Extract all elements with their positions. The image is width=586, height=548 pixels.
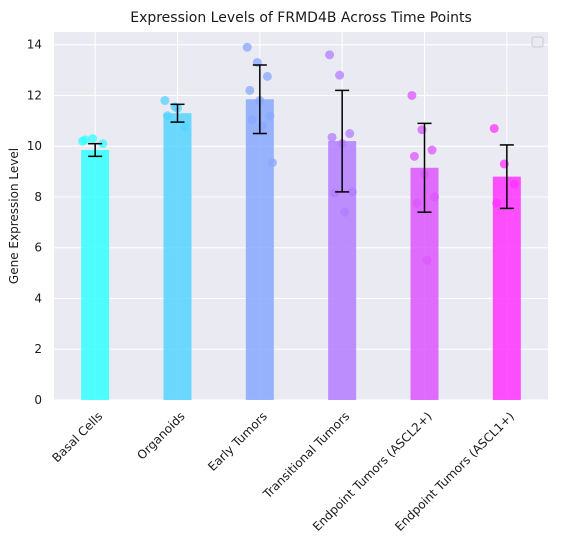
bar (245, 99, 274, 400)
y-axis-label: Gene Expression Level (7, 148, 21, 284)
data-point (242, 42, 252, 52)
data-point (335, 70, 345, 80)
data-point (412, 198, 422, 208)
data-point (509, 179, 519, 189)
error-bar-layer (88, 64, 514, 213)
data-point (492, 198, 502, 208)
x-tick-label: Transitional Tumors (260, 409, 353, 502)
data-point (245, 85, 255, 95)
data-point (409, 151, 419, 161)
data-point (422, 255, 432, 265)
bar (492, 176, 521, 400)
data-point (407, 90, 417, 100)
data-point (98, 139, 108, 149)
data-point (88, 134, 98, 144)
y-tick-label: 10 (27, 139, 42, 153)
x-tick-label: Basal Cells (49, 409, 105, 465)
legend-box (531, 36, 544, 48)
y-tick-label: 0 (34, 393, 42, 407)
y-tick-label: 4 (34, 291, 42, 305)
y-tick-label: 14 (27, 38, 42, 52)
data-point (330, 188, 340, 198)
data-point (247, 115, 257, 125)
data-point (325, 50, 335, 60)
data-point (489, 123, 499, 133)
data-point (262, 71, 272, 81)
data-point (430, 192, 440, 202)
data-point (160, 96, 170, 106)
x-tick-label: Early Tumors (205, 409, 270, 474)
x-tick-label: Organoids (134, 409, 187, 462)
data-point (265, 111, 275, 121)
bar (163, 113, 192, 400)
data-point (162, 111, 172, 121)
plot-area (54, 32, 548, 400)
point-layer (78, 42, 519, 265)
data-point (347, 187, 357, 197)
data-point (267, 158, 277, 168)
chart-title: Expression Levels of FRMD4B Across Time … (130, 10, 472, 26)
y-tick-label: 6 (34, 241, 42, 255)
data-point (180, 122, 190, 132)
data-point (327, 132, 337, 142)
y-tick-label: 8 (34, 190, 42, 204)
y-tick-label: 12 (27, 88, 42, 102)
bar (81, 150, 110, 400)
y-tick-label: 2 (34, 342, 42, 356)
data-point (427, 145, 437, 155)
data-point (345, 129, 355, 139)
data-point (80, 135, 90, 145)
data-point (340, 207, 350, 217)
